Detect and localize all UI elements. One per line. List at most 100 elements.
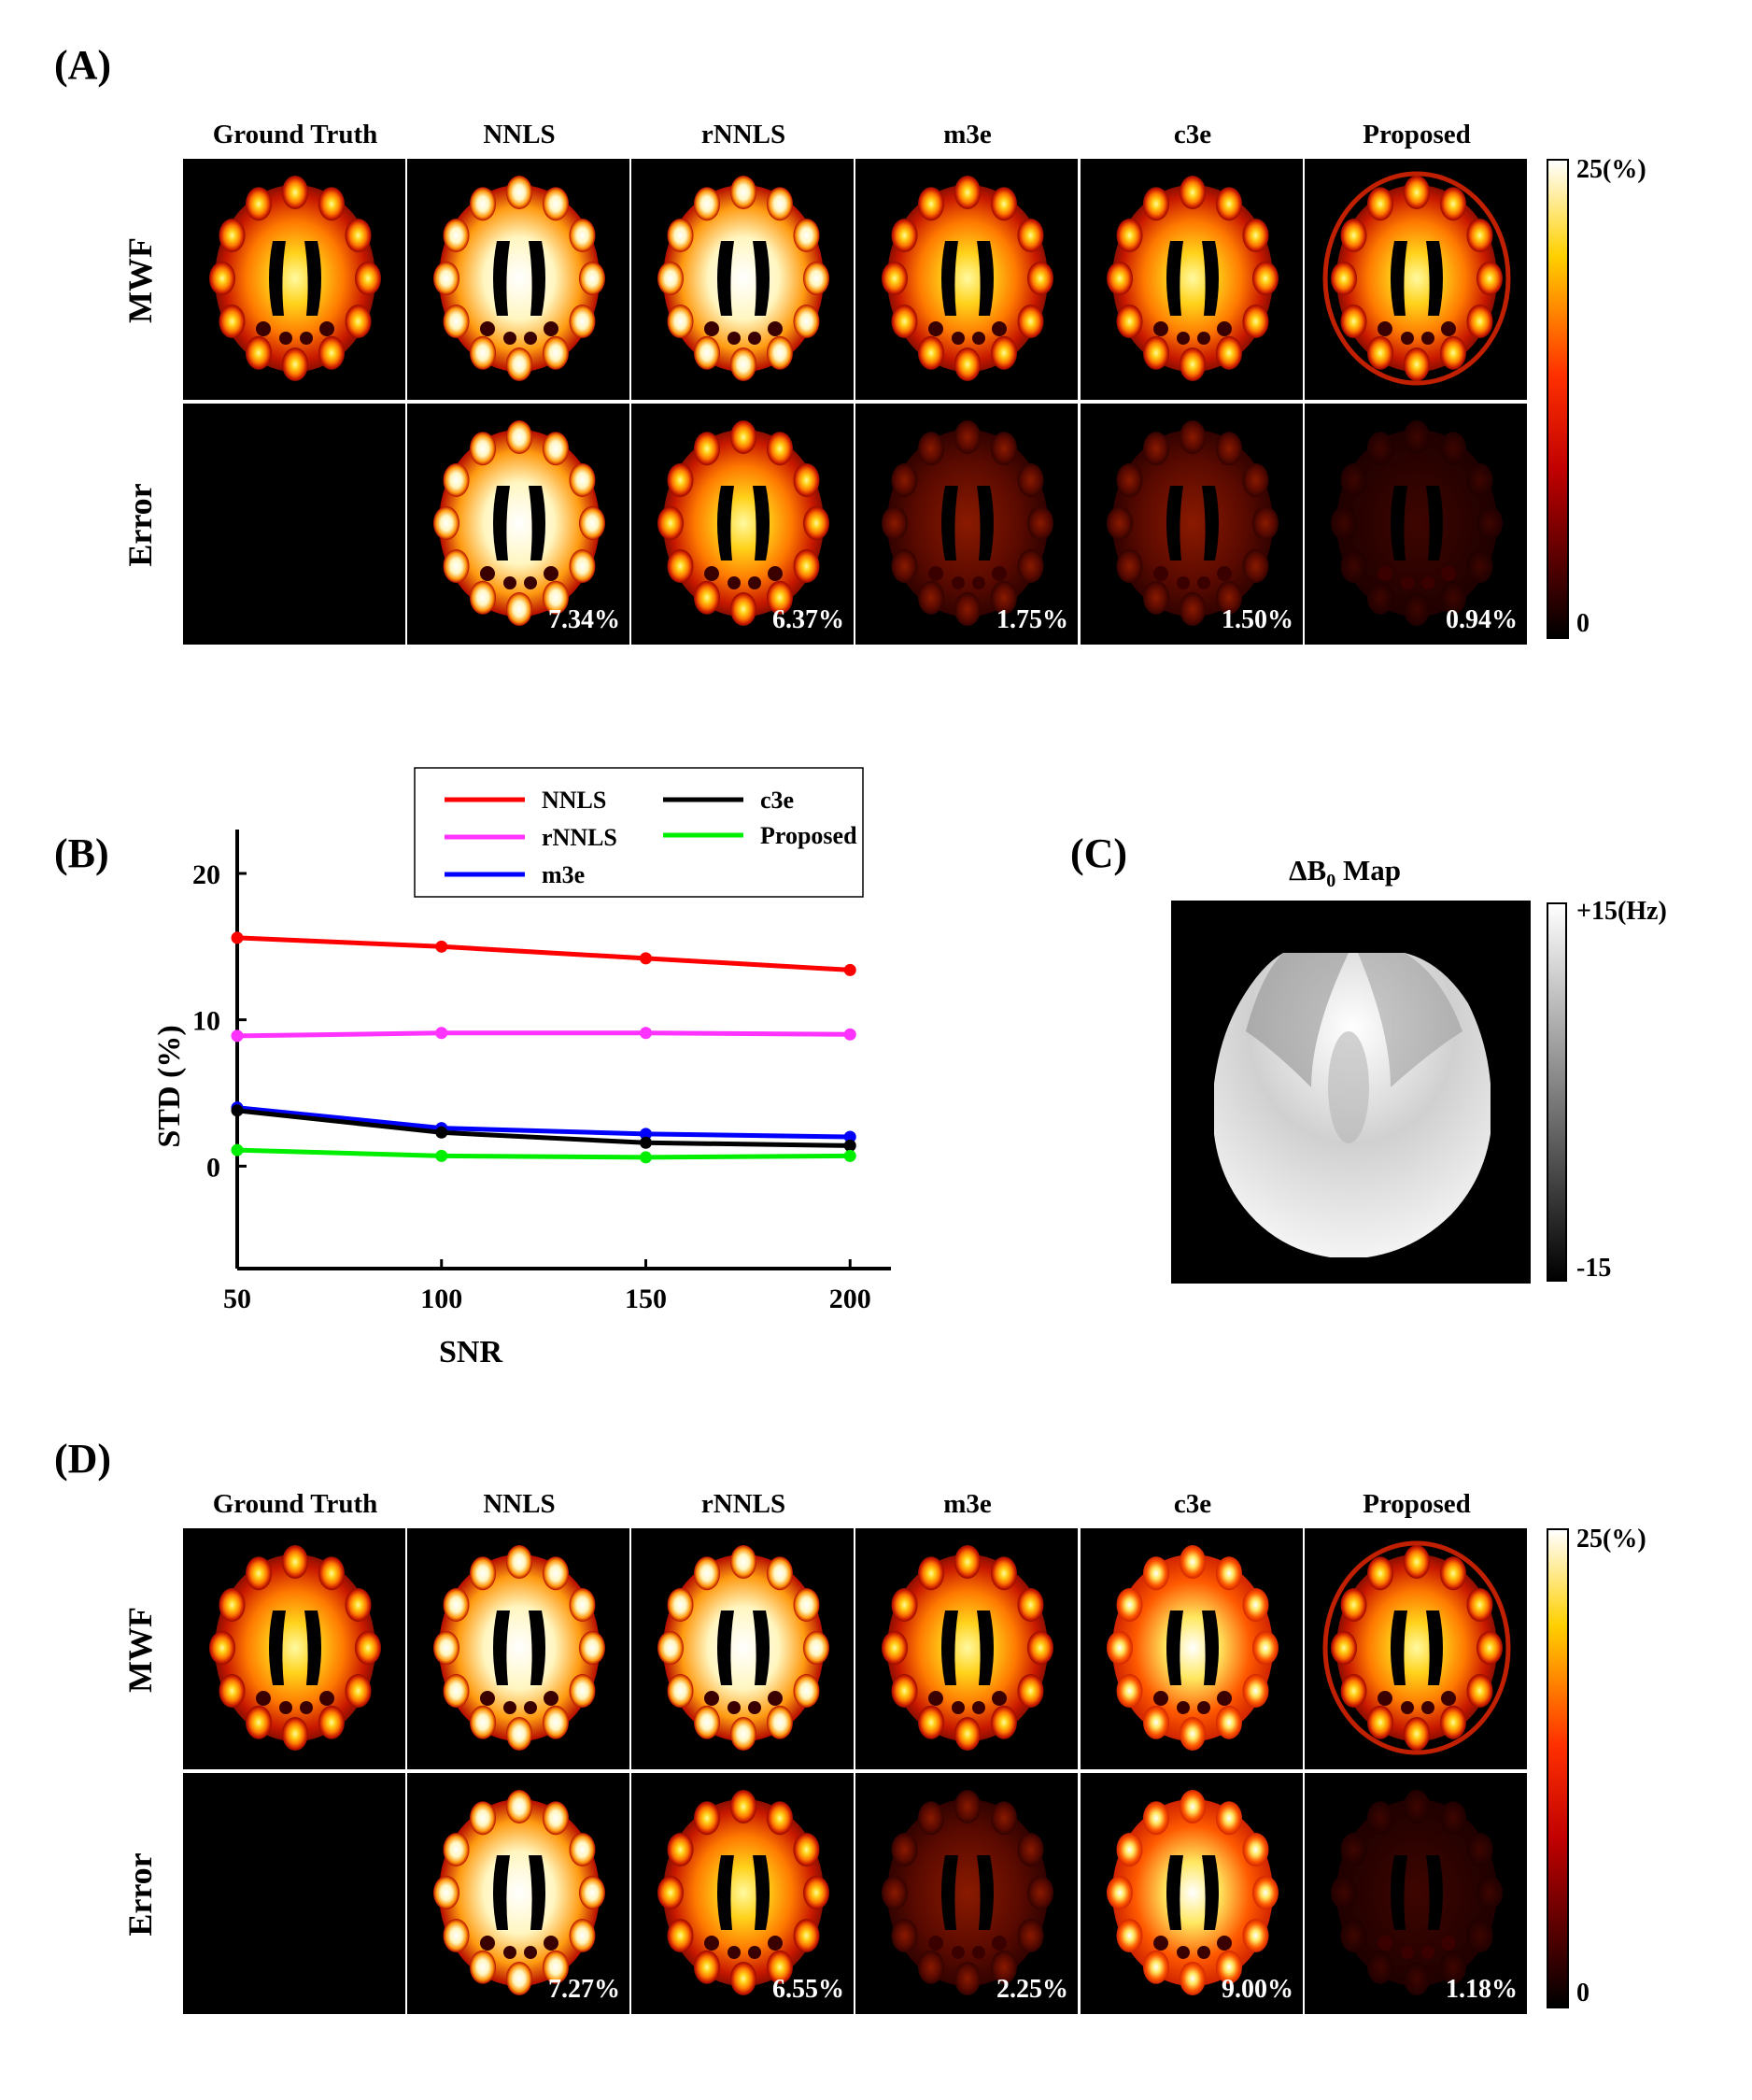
panel-a-cell-mwf-3 [855,159,1078,400]
panel-a-col-title-0: Ground Truth [212,120,378,149]
panel-a-cell-mwf-4 [1081,159,1303,400]
panel-d-cell-error-5: 1.18% [1305,1773,1527,2014]
y-axis-label: STD (%) [152,1025,187,1147]
x-tick-label-2: 150 [625,1284,667,1314]
panel-a-cell-mwf-5 [1305,159,1527,400]
panel-d-col-title-1: NNLS [483,1489,556,1519]
panel-a-col-title-2: rNNLS [700,120,786,149]
panel-a-cell-error-3: 1.75% [855,404,1078,645]
panel-a-cell-error-0 [183,404,405,645]
series-line-rNNLS [236,1030,851,1039]
point-Proposed-2 [640,1151,652,1164]
panel-c-label: (C) [1070,830,1128,876]
panel-a-error-value-4: 1.50% [1222,605,1293,634]
panel-d-mwf-colorbar-min: 0 [1576,1979,1590,2008]
panel-d-cell-mwf-3 [855,1528,1078,1769]
y-tick-label-1: 10 [192,1006,220,1037]
panel-d-col-title-3: m3e [943,1489,992,1519]
x-tick-label-3: 200 [829,1284,871,1314]
panel-d-error-value-2: 6.55% [772,1975,844,2004]
b0-map-image [1171,901,1531,1284]
panel-a-mwf-colorbar-min: 0 [1576,609,1590,638]
panel-a-cell-error-5: 0.94% [1305,404,1527,645]
point-rNNLS-2 [640,1027,652,1040]
panel-a-mwf-colorbar-max: 25(%) [1576,155,1646,184]
panel-d-cell-mwf-5 [1305,1528,1527,1769]
panel-a-row-label-1: Error [121,483,159,567]
point-c3e-2 [640,1136,652,1149]
series-line-m3e [236,1105,851,1140]
panel-d-mwf-colorbar [1547,1528,1569,2008]
point-Proposed-3 [843,1149,856,1162]
panel-a-cell-error-2: 6.37% [631,404,854,645]
panel-d-col-title-5: Proposed [1363,1489,1471,1519]
panel-a-col-title-5: Proposed [1363,120,1471,149]
point-c3e-0 [231,1104,244,1117]
point-NNLS-1 [435,940,448,953]
legend-label-m3e: m3e [542,861,585,888]
panel-a-cell-mwf-1 [407,159,629,400]
point-Proposed-1 [435,1149,448,1162]
panel-a-col-title-1: NNLS [483,120,556,149]
x-tick-label-1: 100 [420,1284,462,1314]
b0-colorbar-min: -15 [1576,1254,1612,1283]
panel-d-cell-error-4: 9.00% [1081,1773,1303,2014]
point-c3e-3 [843,1139,856,1152]
panel-d-cell-error-2: 6.55% [631,1773,854,2014]
panel-d-cell-mwf-2 [631,1528,854,1769]
panel-a-cell-error-1: 7.34% [407,404,629,645]
panel-d-cell-mwf-1 [407,1528,629,1769]
series-line-NNLS [236,935,851,972]
panel-a-cell-error-4: 1.50% [1081,404,1303,645]
b0-map-title: ΔB0 Map [1289,854,1401,892]
panel-a-cell-mwf-0 [183,159,405,400]
panel-d-cell-mwf-4 [1081,1528,1303,1769]
panel-d-label: (D) [54,1436,112,1482]
panel-a-col-title-4: c3e [1173,120,1212,149]
legend-label-Proposed: Proposed [760,822,857,849]
x-tick-label-0: 50 [223,1284,251,1314]
panel-a-error-value-2: 6.37% [772,605,844,634]
panel-d-cell-error-0 [183,1773,405,2014]
panel-d-col-title-4: c3e [1173,1489,1212,1519]
panel-d-error-value-1: 7.27% [548,1975,620,2004]
panel-d-row-label-1: Error [121,1852,159,1937]
panel-b-label: (B) [54,830,109,876]
panel-a-mwf-colorbar [1547,159,1569,639]
legend-label-NNLS: NNLS [542,787,606,814]
b0-colorbar [1547,902,1567,1282]
panel-a-row-label-0: MWF [121,237,159,323]
panel-d-error-value-3: 2.25% [996,1975,1068,2004]
panel-a-error-value-3: 1.75% [996,605,1068,634]
panel-d-error-value-4: 9.00% [1222,1975,1293,2004]
panel-d-col-title-0: Ground Truth [212,1489,378,1519]
point-NNLS-0 [231,931,244,944]
y-tick-label-0: 0 [206,1152,220,1183]
y-tick-label-2: 20 [192,859,220,890]
series-line-Proposed [236,1147,851,1160]
panel-a-col-title-3: m3e [943,120,992,149]
panel-a-error-value-5: 0.94% [1446,605,1518,634]
panel-a-cell-mwf-2 [631,159,854,400]
panel-d-cell-error-3: 2.25% [855,1773,1078,2014]
panel-d-mwf-colorbar-max: 25(%) [1576,1525,1646,1554]
panel-d-cell-error-1: 7.27% [407,1773,629,2014]
std-chart: 50 100 150 200 0 10 20 SNR STD (%) NNLS rNNLS m3e c3… [152,767,891,1369]
point-rNNLS-1 [435,1027,448,1040]
panel-a-label: (A) [54,42,112,88]
point-NNLS-3 [843,963,856,976]
panel-d-cell-mwf-0 [183,1528,405,1769]
point-c3e-1 [435,1126,448,1139]
legend-label-rNNLS: rNNLS [542,824,617,851]
b0-colorbar-max: +15(Hz) [1576,897,1667,926]
point-rNNLS-3 [843,1028,856,1041]
point-NNLS-2 [640,952,652,965]
point-rNNLS-0 [231,1029,244,1043]
x-axis-label: SNR [439,1335,502,1369]
legend-label-c3e: c3e [760,787,794,814]
panel-d-error-value-5: 1.18% [1446,1975,1518,2004]
panel-a-error-value-1: 7.34% [548,605,620,634]
series-line-c3e [236,1108,851,1148]
panel-d-col-title-2: rNNLS [700,1489,786,1519]
panel-d-row-label-0: MWF [121,1607,159,1693]
